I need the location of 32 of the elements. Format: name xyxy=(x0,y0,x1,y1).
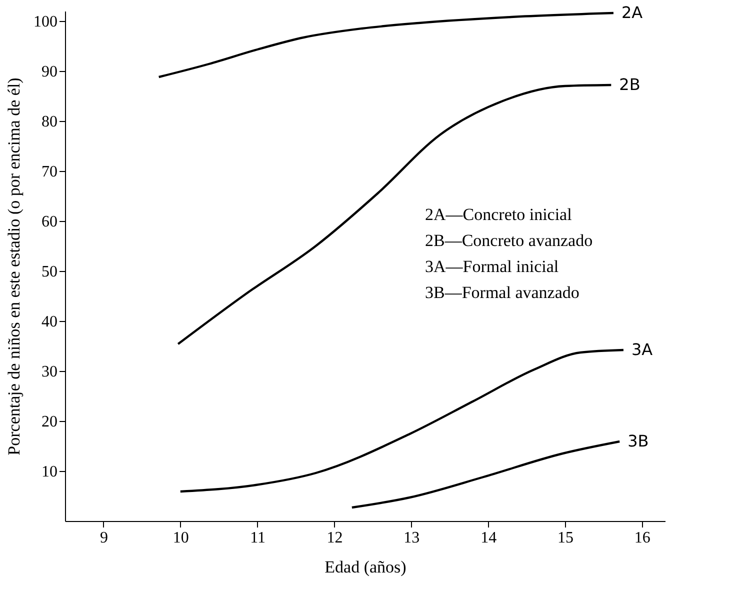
x-tick-label: 12 xyxy=(326,530,343,546)
series-label: 2A xyxy=(621,3,643,22)
annotation: 2B—Concreto avanzado xyxy=(425,231,593,250)
x-tick-label: 9 xyxy=(100,530,108,546)
x-tick-label: 14 xyxy=(480,530,497,546)
line-series xyxy=(350,440,621,509)
x-tick-label: 15 xyxy=(558,530,574,546)
y-tick-label: 20 xyxy=(42,414,58,430)
y-axis-title: Porcentaje de niños en este estadio (o por encima de él) xyxy=(4,78,24,456)
x-axis-title: Edad (años) xyxy=(324,558,406,576)
y-tick-label: 30 xyxy=(42,364,58,380)
series-label: 3B xyxy=(628,432,649,450)
x-tick-label: 16 xyxy=(634,530,650,546)
y-tick-label: 60 xyxy=(42,214,58,230)
series-label: 3A xyxy=(631,340,653,359)
x-tick-label: 13 xyxy=(404,530,420,546)
y-tick-label: 50 xyxy=(42,264,58,280)
y-tick-label: 80 xyxy=(42,114,58,130)
annotation: 2A—Concreto inicial xyxy=(425,205,572,224)
annotation: 3B—Formal avanzado xyxy=(425,283,580,302)
annotation: 3A—Formal inicial xyxy=(425,257,559,276)
y-tick-label: 70 xyxy=(42,164,58,180)
line-series xyxy=(179,348,625,493)
y-tick-label: 10 xyxy=(42,464,58,480)
series-label: 2B xyxy=(619,75,640,94)
y-tick-label: 90 xyxy=(42,64,58,80)
x-tick-label: 11 xyxy=(250,530,266,546)
line-series xyxy=(176,84,612,346)
line-series xyxy=(158,12,615,78)
y-tick-label: 100 xyxy=(34,14,58,30)
y-tick-label: 40 xyxy=(42,314,58,330)
x-tick-label: 10 xyxy=(172,530,189,546)
